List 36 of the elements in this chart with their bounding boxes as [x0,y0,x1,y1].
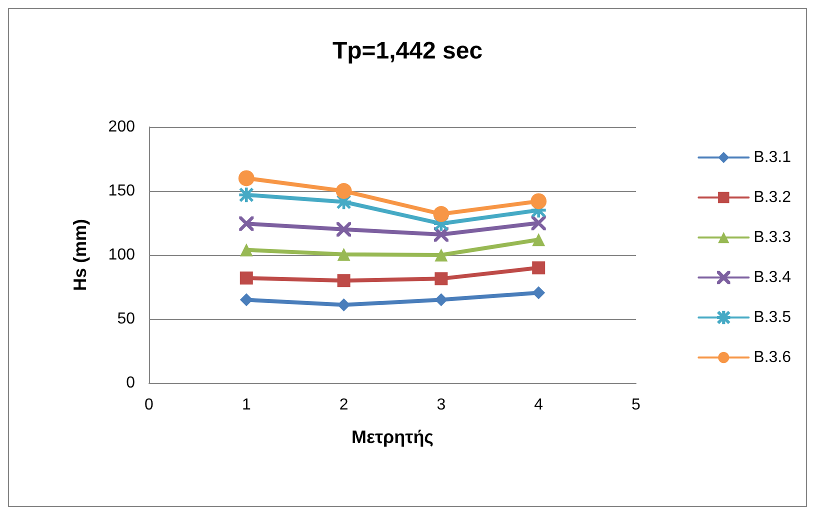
legend-label: B.3.3 [754,229,792,246]
point [238,170,254,186]
point [336,183,352,199]
x-tick-label: 4 [534,396,544,414]
y-tick-label: 150 [108,182,136,200]
point [240,243,253,256]
x-tick-label: 0 [144,396,154,414]
point [530,193,547,210]
chart-title: Tp=1,442 sec [332,38,483,64]
x-tick-label: 1 [242,396,251,414]
point [337,248,350,261]
x-tick-label: 5 [632,396,641,414]
point [337,298,350,312]
x-axis-title: Μετρητής [351,427,434,447]
legend-label: B.3.1 [754,149,792,166]
point [532,233,546,246]
point [532,261,546,274]
y-tick-label: 50 [117,310,136,328]
y-tick-label: 100 [108,246,136,264]
point [532,286,546,300]
point [240,293,253,306]
y-tick-label: 200 [108,118,136,136]
legend-label: B.3.2 [754,189,792,206]
point [434,272,448,286]
legend-label: B.3.6 [754,349,792,366]
y-tick-label: 0 [126,374,136,392]
point [434,248,448,262]
y-axis-title: Hs (mm) [70,218,90,292]
x-tick-label: 3 [436,396,446,414]
legend-label: B.3.5 [754,309,792,326]
point [434,293,448,306]
point [433,206,450,222]
point [337,274,350,288]
point [240,272,253,285]
legend-label: B.3.4 [754,269,792,286]
x-tick-label: 2 [339,396,348,414]
